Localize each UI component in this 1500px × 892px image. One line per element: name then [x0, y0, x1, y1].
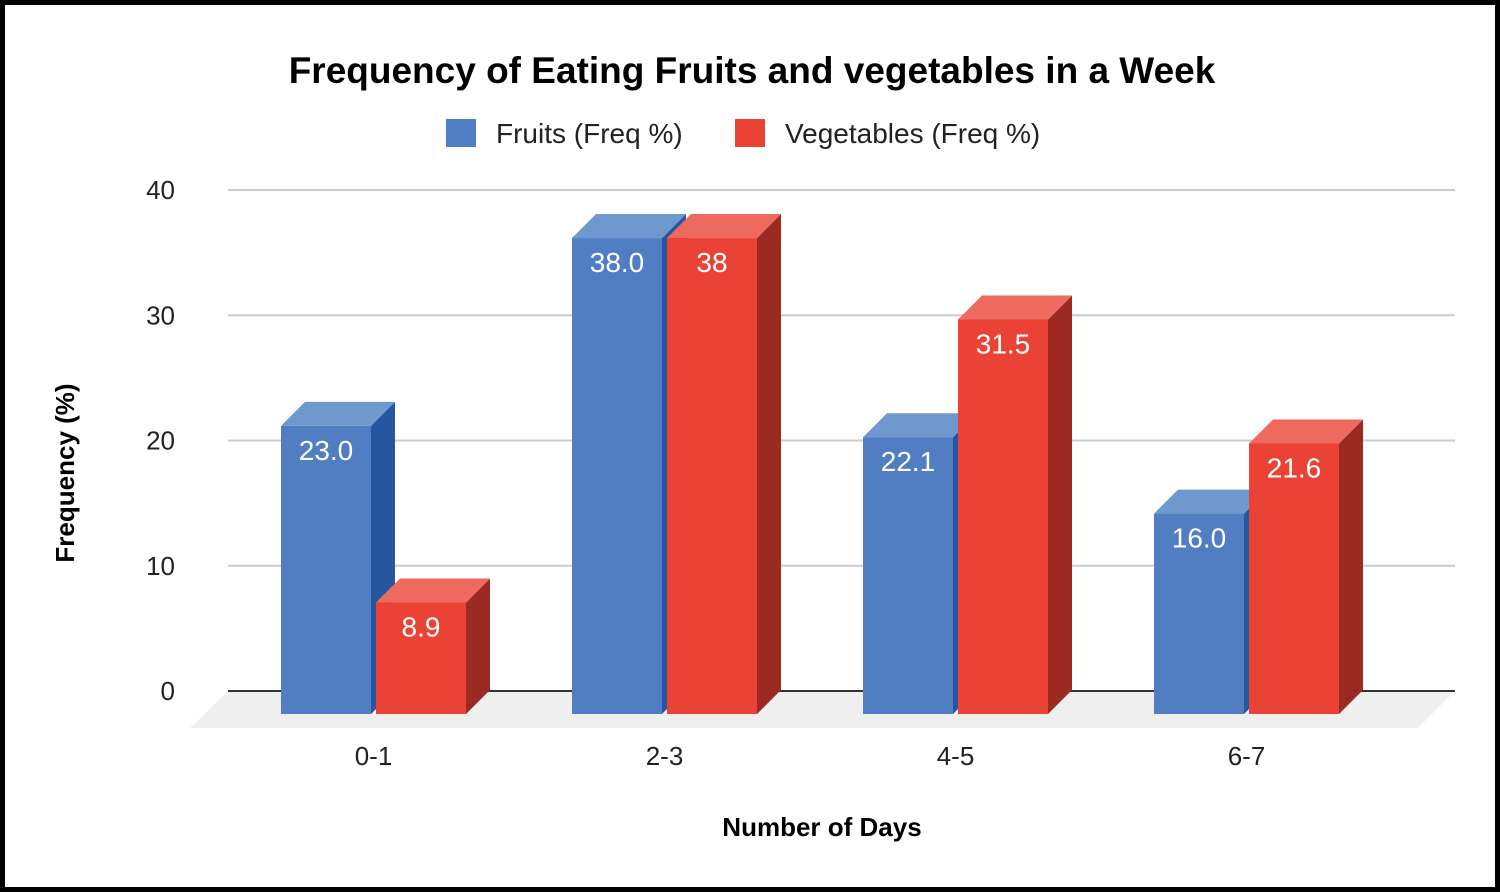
y-tick-label: 0 — [161, 676, 175, 706]
bar — [376, 602, 466, 714]
x-tick-label: 4-5 — [937, 741, 975, 771]
bar-top — [572, 214, 686, 239]
y-tick-label: 20 — [146, 426, 175, 456]
y-tick-label: 40 — [146, 175, 175, 205]
data-label: 16.0 — [1172, 523, 1227, 554]
data-label: 31.5 — [976, 328, 1031, 359]
bar — [1249, 443, 1339, 714]
y-axis-label: Frequency (%) — [50, 383, 80, 562]
y-tick-label: 30 — [146, 300, 175, 330]
bar-top — [1249, 419, 1363, 444]
bar-top — [958, 295, 1072, 320]
bar — [1154, 513, 1244, 714]
x-tick-label: 6-7 — [1228, 741, 1266, 771]
bar-side — [466, 578, 490, 714]
bar — [863, 437, 953, 714]
bar — [281, 425, 371, 714]
data-label: 22.1 — [881, 446, 936, 477]
bar-side — [757, 214, 781, 715]
bar — [572, 238, 662, 715]
data-label: 21.6 — [1267, 452, 1322, 483]
legend-swatch — [735, 119, 765, 147]
x-axis-label: Number of Days — [722, 812, 921, 842]
legend-swatch — [446, 119, 476, 147]
bar-side — [1048, 295, 1072, 714]
floor — [190, 691, 1455, 728]
data-label: 38.0 — [590, 247, 645, 278]
bar — [958, 319, 1048, 714]
bar-top — [1154, 489, 1268, 514]
data-label: 23.0 — [299, 435, 354, 466]
legend-label: Fruits (Freq %) — [496, 118, 683, 149]
legend: Fruits (Freq %) Vegetables (Freq %) — [446, 118, 1040, 149]
data-label: 8.9 — [402, 612, 441, 643]
bar-top — [376, 578, 490, 603]
y-tick-label: 10 — [146, 551, 175, 581]
chart-title: Frequency of Eating Fruits and vegetable… — [289, 50, 1216, 91]
bar — [667, 238, 757, 715]
x-tick-label: 0-1 — [355, 741, 393, 771]
data-label: 38 — [696, 247, 727, 278]
legend-label: Vegetables (Freq %) — [785, 118, 1040, 149]
x-tick-label: 2-3 — [646, 741, 684, 771]
bar-top — [667, 214, 781, 239]
bar-side — [1339, 419, 1363, 714]
bar-top — [281, 401, 395, 426]
bar-top — [863, 413, 977, 438]
